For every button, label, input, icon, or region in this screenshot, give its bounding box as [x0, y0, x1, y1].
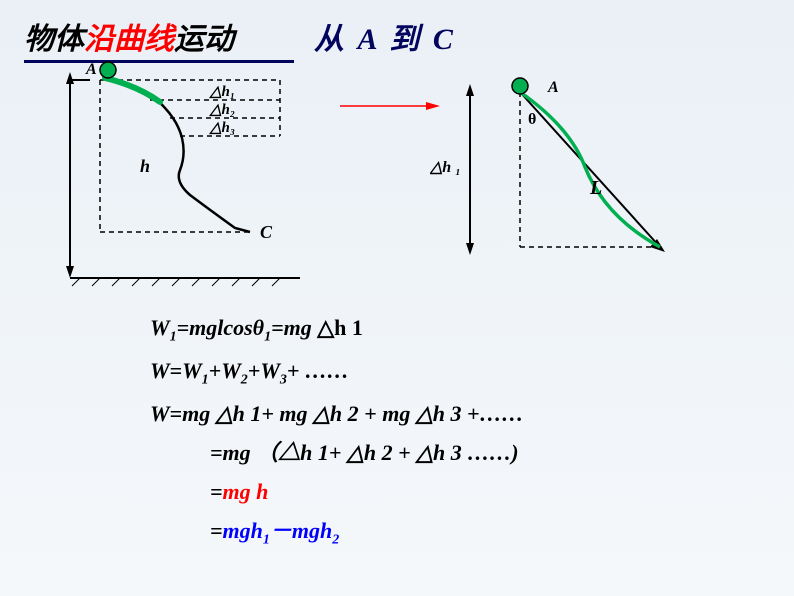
title-part2: 沿曲线: [84, 23, 174, 56]
title-row: 物体沿曲线运动 从 A 到 C: [24, 14, 770, 63]
eq1-sub1: 1: [170, 329, 177, 344]
label-dh1: △h₁: [208, 84, 235, 100]
eq1-w: W: [150, 315, 170, 340]
eq1-d: △h 1: [317, 315, 363, 340]
eq-line-3: W=mg △h 1+ mg △h 2 + mg △h 3 +……: [150, 396, 524, 431]
eq1-b: =mglcosθ: [177, 315, 265, 340]
curve-svg: A △h₁ △h₂ △h₃ h C: [50, 60, 350, 290]
eq-line-5: =mg h: [210, 474, 524, 509]
label-L: L: [589, 177, 602, 199]
eq-line-4: =mg （△h 1+ △h 2 + △h 3 ……): [210, 435, 524, 470]
eq5c: h: [256, 479, 268, 504]
red-arrow: [340, 98, 440, 108]
label-h: h: [140, 156, 150, 176]
eq6a: =: [210, 518, 223, 543]
eq-line-1: W1=mglcosθ1=mg △h 1: [150, 310, 524, 349]
eq6s2: 2: [332, 533, 339, 548]
label-A: A: [85, 61, 97, 78]
label-theta: θ: [528, 111, 536, 128]
triangle-diagram: θ A △h ₁ L: [430, 72, 690, 272]
eq1-c: =mg: [271, 315, 317, 340]
eq-line-6: =mgh1－mgh2: [210, 513, 524, 552]
title-part1: 物体: [24, 23, 84, 56]
label-A-right: A: [547, 79, 559, 96]
label-dh1-right: △h ₁: [430, 159, 461, 176]
eq2-s2: 2: [241, 372, 248, 387]
label-dh3: △h₃: [208, 120, 235, 136]
eq6c: －mgh: [270, 518, 332, 543]
eq-line-2: W=W1+W2+W3+ ……: [150, 353, 524, 392]
eq5a: =: [210, 479, 223, 504]
title-part3: 运动: [174, 23, 234, 56]
eq2-s3: 3: [280, 372, 287, 387]
curve-diagram: A △h₁ △h₂ △h₃ h C: [50, 60, 350, 290]
title-right: 从 A 到 C: [314, 14, 456, 58]
eq2-a: W=W: [150, 358, 202, 383]
eq6s1: 1: [263, 533, 270, 548]
eq2-s1: 1: [202, 372, 209, 387]
triangle-svg: θ A △h ₁ L: [430, 72, 690, 272]
equations-block: W1=mglcosθ1=mg △h 1 W=W1+W2+W3+ …… W=mg …: [150, 310, 524, 556]
eq2-c: +W: [248, 358, 280, 383]
eq2-b: +W: [209, 358, 241, 383]
title-left: 物体沿曲线运动: [24, 14, 294, 63]
eq3: W=mg △h 1+ mg △h 2 + mg △h 3 +……: [150, 401, 524, 426]
eq5b: mg: [223, 479, 257, 504]
eq4: =mg （△h 1+ △h 2 + △h 3 ……): [210, 440, 519, 465]
eq6b: mgh: [223, 518, 263, 543]
label-dh2: △h₂: [208, 102, 235, 118]
label-C: C: [260, 222, 273, 242]
eq2-d: + ……: [287, 358, 349, 383]
